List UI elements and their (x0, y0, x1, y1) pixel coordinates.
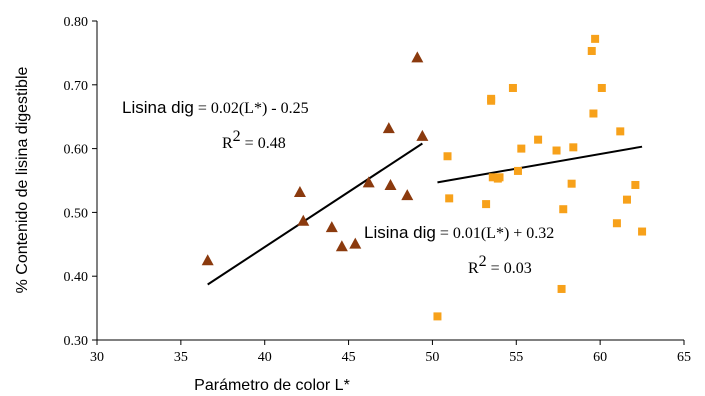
svg-text:R2 = 0.03: R2 = 0.03 (468, 253, 532, 277)
y-tick-label: 0.70 (64, 79, 89, 94)
y-axis-label: % Contenido de lisina digestible (14, 66, 31, 293)
r2-2-label: R (468, 260, 479, 277)
svg-text:Lisina dig = 0.02(L*) - 0.25: Lisina dig = 0.02(L*) - 0.25 (122, 98, 309, 117)
y-tick-label: 0.30 (64, 334, 89, 349)
data-point-square (443, 152, 452, 161)
trendline-2 (437, 145, 643, 184)
svg-text:R2 = 0.48: R2 = 0.48 (222, 128, 286, 152)
data-point-square (589, 109, 598, 118)
data-point-square (622, 195, 631, 204)
data-point-square (552, 146, 561, 155)
data-point-square (616, 127, 625, 136)
data-point-square (612, 219, 621, 228)
y-tick-label: 0.50 (64, 206, 89, 221)
data-point-square (559, 205, 568, 214)
data-point-square (631, 180, 640, 189)
equation-2-lhs: Lisina dig (364, 223, 436, 242)
data-point-triangle (362, 176, 375, 188)
r2-2-value: = 0.03 (487, 260, 532, 277)
data-point-triangle (401, 189, 414, 201)
x-tick-label: 30 (90, 350, 104, 365)
plot-area: 30 35 40 45 50 55 60 65 0.30 0.40 0.50 0.60 0.70 0.8… (64, 15, 692, 365)
x-ticks: 30 35 40 45 50 55 60 65 (90, 340, 691, 365)
x-tick-label: 65 (677, 350, 691, 365)
r2-1-label: R (222, 135, 233, 152)
data-point-square (557, 284, 566, 293)
r2-1-value: = 0.48 (241, 135, 286, 152)
data-point-triangle (416, 129, 429, 141)
data-point-square (597, 83, 606, 92)
x-axis-label: Parámetro de color L* (194, 377, 350, 394)
equation-2-rhs: = 0.01(L*) + 0.32 (436, 225, 554, 242)
x-tick-label: 35 (174, 350, 188, 365)
data-point-triangle (293, 185, 306, 197)
data-point-triangle (382, 122, 395, 134)
x-tick-label: 55 (509, 350, 523, 365)
data-point-square (508, 83, 517, 92)
data-point-square (488, 173, 497, 182)
equation-annotation-1: Lisina dig = 0.02(L*) - 0.25 R2 = 0.48 (122, 98, 309, 152)
data-point-square (495, 173, 504, 182)
data-point-square (638, 227, 647, 236)
data-point-triangle (349, 237, 362, 249)
y-tick-label: 0.60 (64, 143, 89, 158)
svg-text:Lisina dig = 0.01(L*) + 0.32: Lisina dig = 0.01(L*) + 0.32 (364, 223, 554, 242)
data-point-square (513, 166, 522, 175)
data-points (201, 34, 647, 321)
y-tick-label: 0.80 (64, 15, 89, 30)
equation-annotation-2: Lisina dig = 0.01(L*) + 0.32 R2 = 0.03 (364, 223, 554, 277)
data-point-square (534, 135, 543, 144)
y-ticks: 0.30 0.40 0.50 0.60 0.70 0.80 (64, 15, 97, 349)
data-point-square (445, 194, 454, 203)
x-tick-label: 60 (593, 350, 607, 365)
data-point-square (517, 144, 526, 153)
data-point-square (433, 312, 442, 321)
data-point-triangle (411, 51, 424, 63)
data-point-triangle (335, 240, 348, 252)
equation-1-lhs: Lisina dig (122, 98, 194, 117)
data-point-square (591, 34, 600, 43)
y-tick-label: 0.40 (64, 270, 89, 285)
x-tick-label: 40 (258, 350, 272, 365)
data-point-square (587, 46, 596, 55)
data-point-triangle (325, 221, 338, 233)
x-tick-label: 45 (342, 350, 356, 365)
trendlines (207, 142, 643, 286)
trendline-1 (207, 142, 423, 286)
x-tick-label: 50 (425, 350, 439, 365)
data-point-square (569, 143, 578, 152)
data-point-square (482, 200, 491, 209)
data-point-triangle (201, 254, 214, 266)
data-point-square (567, 179, 576, 188)
data-point-square (487, 94, 496, 103)
data-point-triangle (384, 178, 397, 190)
equation-1-rhs: = 0.02(L*) - 0.25 (194, 100, 309, 117)
data-point-triangle (297, 214, 310, 226)
